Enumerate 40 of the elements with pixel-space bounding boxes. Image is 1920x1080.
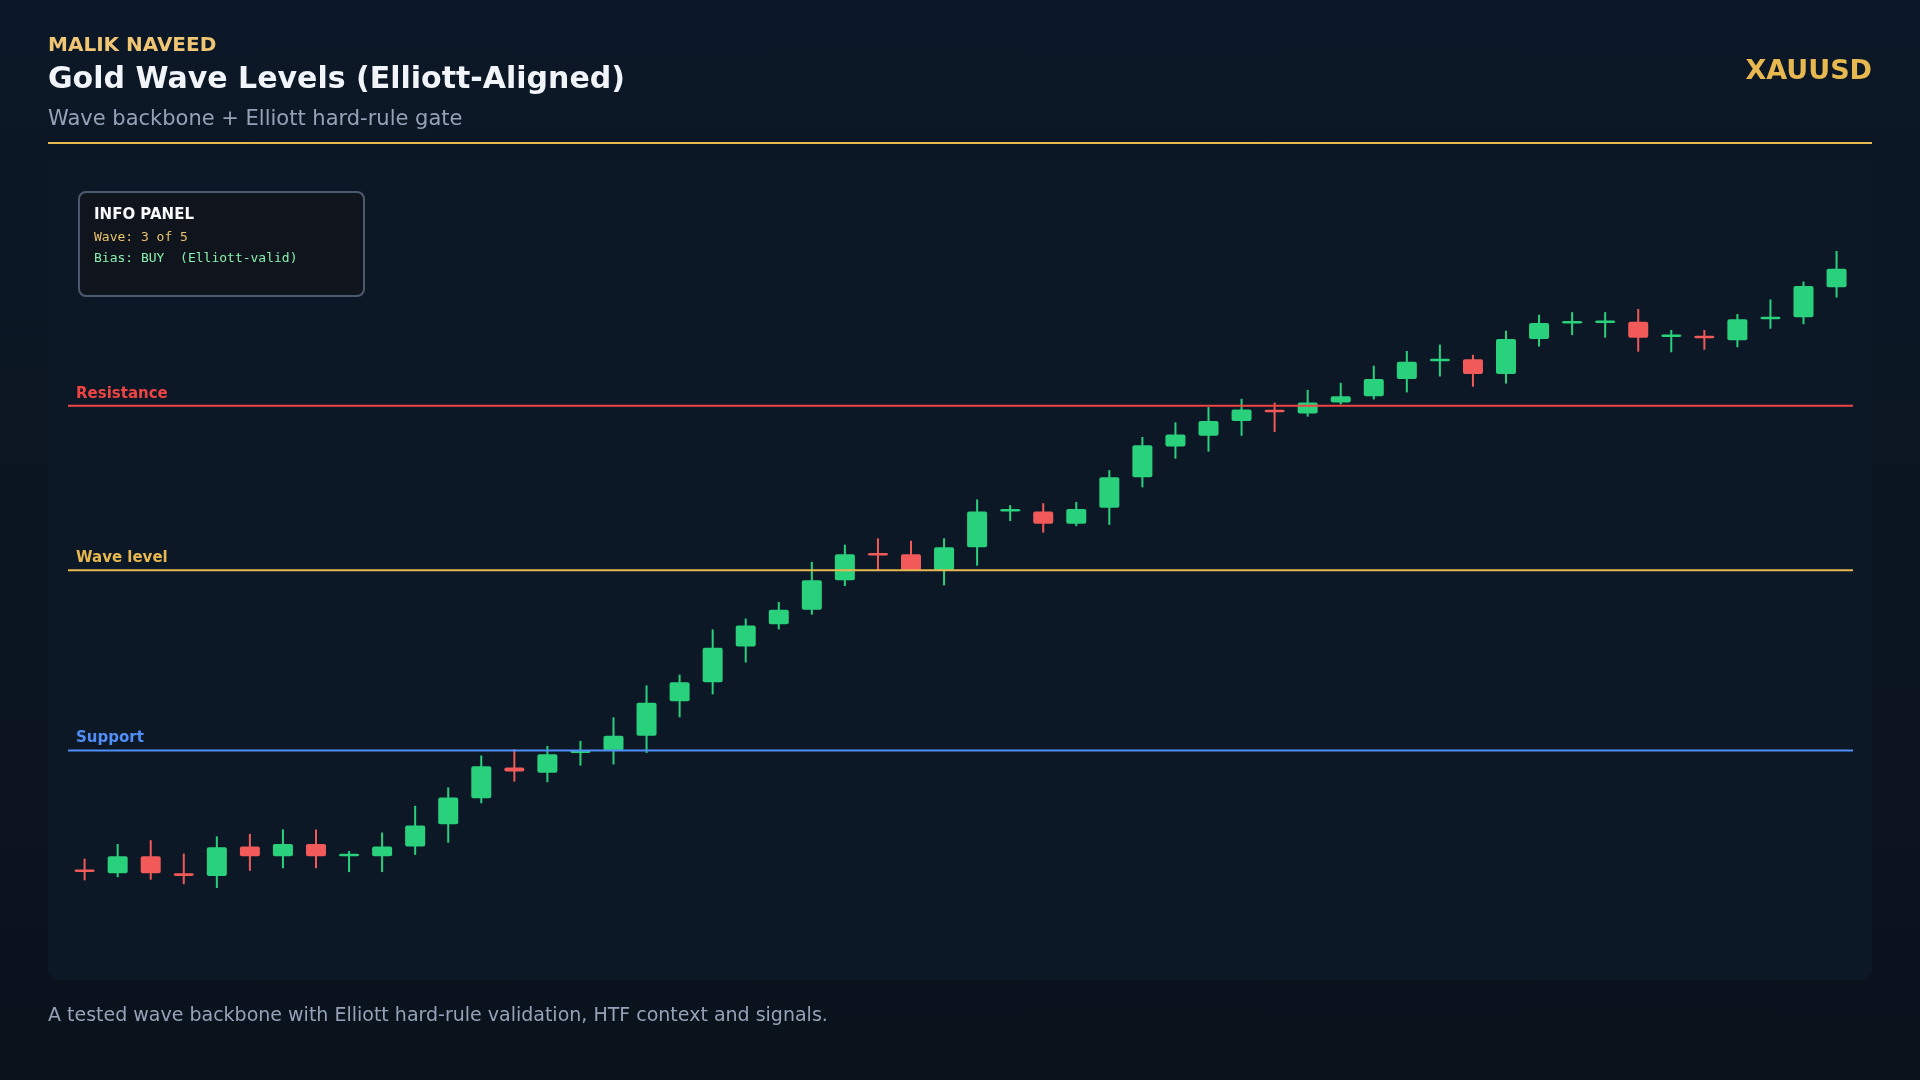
candlestick	[1727, 313, 1748, 349]
candlestick	[537, 744, 558, 784]
ref-line-label: Resistance	[76, 383, 168, 402]
candlestick	[1462, 353, 1483, 388]
candlestick	[901, 539, 921, 572]
candlestick	[1066, 500, 1087, 528]
text: MALIK NAVEED	[48, 32, 217, 56]
candlestick	[107, 843, 128, 879]
candlestick	[1033, 502, 1054, 534]
candlestick	[1396, 350, 1417, 394]
info-panel: INFO PANEL Wave: 3 of 5 Bias: BUY (Elliott-valid)	[78, 191, 365, 297]
candlestick	[372, 831, 393, 874]
candlestick	[735, 617, 756, 664]
candlestick	[1529, 313, 1550, 348]
candlestick	[272, 828, 293, 870]
candlestick	[306, 828, 326, 870]
candlestick	[239, 832, 260, 872]
candlestick	[405, 804, 426, 856]
candlestick	[1661, 328, 1682, 354]
candlestick	[140, 839, 161, 881]
candlestick	[1628, 307, 1649, 353]
chart-subtitle: Wave backbone + Elliott hard-rule gate	[48, 106, 463, 130]
ref-line-label: Support	[76, 728, 144, 747]
ref-line-label: Wave level	[76, 548, 168, 567]
candlestick	[1231, 397, 1252, 437]
chart-title: Gold Wave Levels (Elliott-Aligned)	[48, 60, 625, 95]
candlestick	[768, 600, 789, 631]
text: XAUUSD	[1745, 54, 1872, 85]
candlestick	[1826, 251, 1847, 299]
candlestick	[1198, 406, 1219, 453]
candlestick	[1595, 311, 1616, 339]
candlestick	[669, 673, 690, 719]
annotation: Bias: BUY (Elliott-valid)	[94, 250, 299, 265]
candlestick	[1330, 381, 1351, 406]
candlestick	[1562, 311, 1583, 337]
candlestick	[934, 537, 955, 587]
candlestick	[1363, 364, 1384, 401]
candlestick	[1165, 421, 1186, 460]
candlestick	[173, 852, 194, 886]
text: A tested wave backbone with Elliott hard-rule validation, HTF context and signals.	[48, 1003, 828, 1025]
